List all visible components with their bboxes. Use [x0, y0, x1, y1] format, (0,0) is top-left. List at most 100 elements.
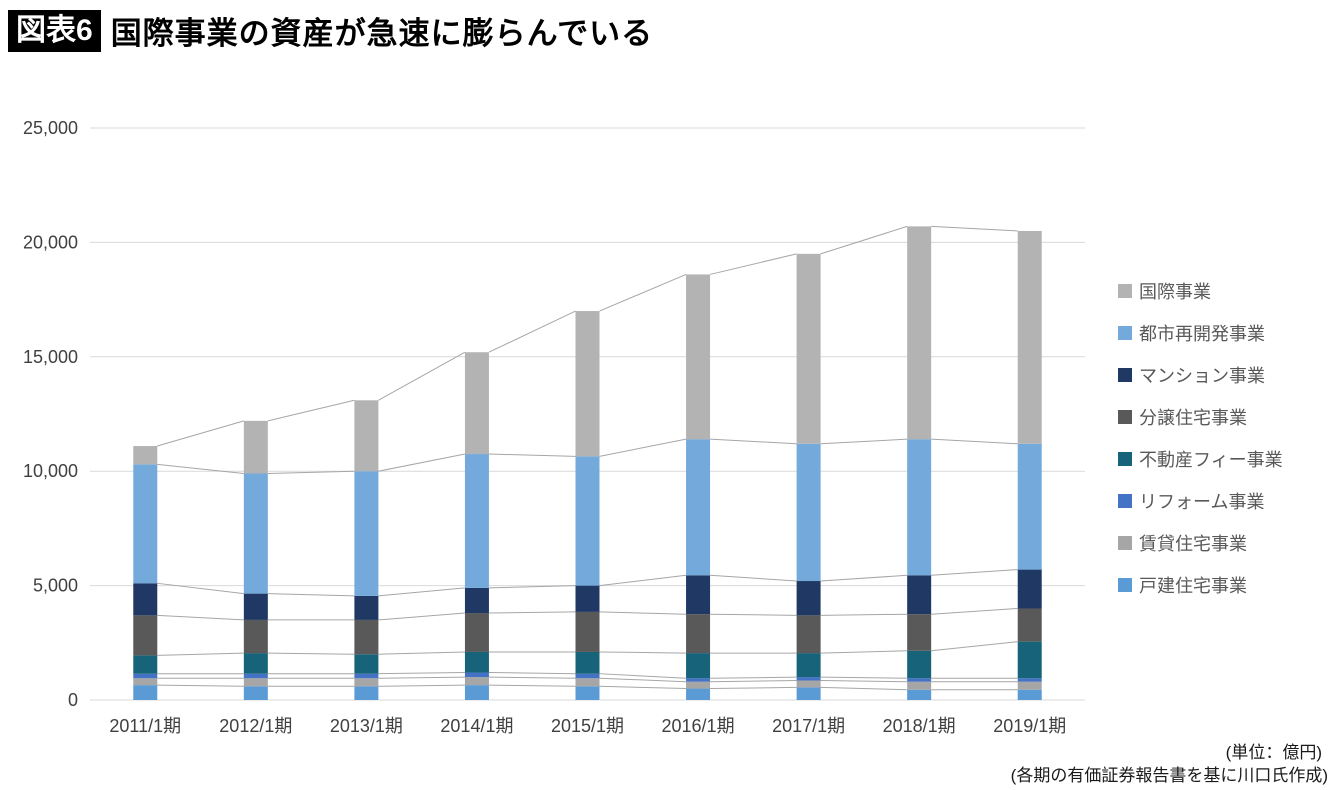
- bar-segment: [686, 575, 711, 615]
- series-line: [820, 574, 908, 582]
- bar-segment: [575, 686, 600, 700]
- legend-label: 都市再開発事業: [1139, 324, 1265, 344]
- bar-segment: [354, 686, 379, 700]
- bar-segment: [686, 681, 711, 689]
- legend-item: 分譲住宅事業: [1118, 396, 1283, 438]
- stacked-bar-chart: 0 5,000 10,000 15,000 20,000 25,000 2011/1期 201…: [23, 118, 1085, 736]
- series-line: [599, 673, 687, 679]
- bar-segment: [796, 615, 821, 654]
- series-line: [599, 685, 687, 690]
- bar-segment: [575, 651, 600, 674]
- bar-segment: [575, 673, 600, 679]
- series-line: [488, 585, 576, 589]
- legend-label: マンション事業: [1139, 366, 1265, 386]
- series-line: [599, 677, 687, 683]
- series-line: [378, 651, 465, 655]
- bar-segment: [1017, 681, 1042, 690]
- series-line: [378, 587, 465, 597]
- bar-segment: [133, 583, 158, 616]
- series-line: [820, 438, 908, 445]
- legend-label: 戸建住宅事業: [1139, 576, 1247, 596]
- series-line: [820, 650, 908, 654]
- bar-segment: [464, 685, 489, 700]
- y-tick-label: 20,000: [23, 232, 78, 252]
- legend-item: リフォーム事業: [1118, 480, 1283, 522]
- x-tick-label: 2018/1期: [883, 716, 956, 736]
- series-line: [931, 641, 1018, 652]
- series-line: [267, 652, 355, 655]
- bar-segment: [686, 678, 711, 682]
- legend-swatch-icon: [1118, 410, 1132, 424]
- series-line: [931, 225, 1018, 232]
- series-line: [378, 453, 466, 472]
- y-tick-label: 25,000: [23, 118, 78, 138]
- y-tick-label: 5,000: [33, 576, 78, 596]
- series-line: [378, 684, 465, 687]
- x-tick-label: 2013/1期: [330, 716, 403, 736]
- series-line: [488, 672, 576, 675]
- series-line: [157, 420, 244, 447]
- bar-segment: [575, 585, 600, 612]
- unit-note: (単位：億円): [1225, 743, 1322, 763]
- series-line: [488, 684, 576, 687]
- legend-label: 国際事業: [1139, 282, 1211, 302]
- legend-item: 不動産フィー事業: [1118, 438, 1283, 480]
- series-line: [599, 273, 687, 312]
- y-tick-label: 0: [68, 690, 78, 710]
- bar-segment: [796, 687, 821, 700]
- series-line: [710, 686, 797, 690]
- series-line: [599, 574, 687, 587]
- bar-segment: [354, 673, 379, 679]
- bar-segment: [464, 672, 489, 678]
- bar-segment: [464, 352, 489, 455]
- series-line: [710, 613, 797, 616]
- bar-segment: [796, 253, 821, 444]
- bar-segment: [796, 581, 821, 616]
- series-line: [157, 652, 244, 656]
- series-line: [931, 569, 1018, 576]
- bar-segment: [243, 686, 268, 700]
- bar-segment: [243, 420, 268, 474]
- legend-swatch-icon: [1118, 368, 1132, 382]
- bar-segment: [575, 678, 600, 687]
- series-line: [820, 676, 908, 679]
- bar-segment: [796, 680, 821, 688]
- series-line: [820, 613, 908, 616]
- bar-segment: [464, 651, 489, 673]
- bar-segment: [133, 685, 158, 700]
- x-tick-label: 2017/1期: [772, 716, 845, 736]
- bar-segment: [575, 611, 600, 652]
- page-title: 国際事業の資産が急速に膨らんでいる: [110, 16, 654, 51]
- bar-segment: [243, 678, 268, 687]
- bar-segment: [133, 678, 158, 686]
- x-tick-label: 2012/1期: [219, 716, 292, 736]
- bar-segment: [686, 439, 711, 576]
- bar-segment: [133, 673, 158, 679]
- bar-segment: [354, 678, 379, 687]
- bar-segment: [354, 595, 379, 620]
- bar-segment: [1017, 641, 1042, 679]
- figure-number-badge: 図表6: [8, 9, 101, 52]
- series-line: [931, 438, 1018, 445]
- legend-label: 賃貸住宅事業: [1139, 534, 1247, 554]
- series-line: [488, 676, 576, 679]
- legend-swatch-icon: [1118, 284, 1132, 298]
- bar-segment: [133, 655, 158, 674]
- bar-segment: [464, 677, 489, 686]
- bar-segment: [464, 587, 489, 614]
- legend-item: 戸建住宅事業: [1118, 564, 1283, 606]
- series-line: [488, 611, 576, 614]
- bar-segment: [907, 650, 932, 679]
- legend-swatch-icon: [1118, 452, 1132, 466]
- legend-item: 国際事業: [1118, 270, 1283, 312]
- bar-segment: [686, 653, 711, 679]
- bar-segment: [907, 681, 932, 690]
- bar-segment: [133, 446, 158, 465]
- footer-notes: (単位：億円) (各期の有価証券報告書を基に川口氏作成): [1011, 742, 1328, 788]
- series-line: [378, 612, 465, 621]
- bar-segment: [907, 689, 932, 700]
- series-line: [267, 470, 355, 474]
- series-line: [157, 463, 244, 474]
- legend-label: 分譲住宅事業: [1139, 408, 1247, 428]
- bar-segment: [354, 400, 379, 472]
